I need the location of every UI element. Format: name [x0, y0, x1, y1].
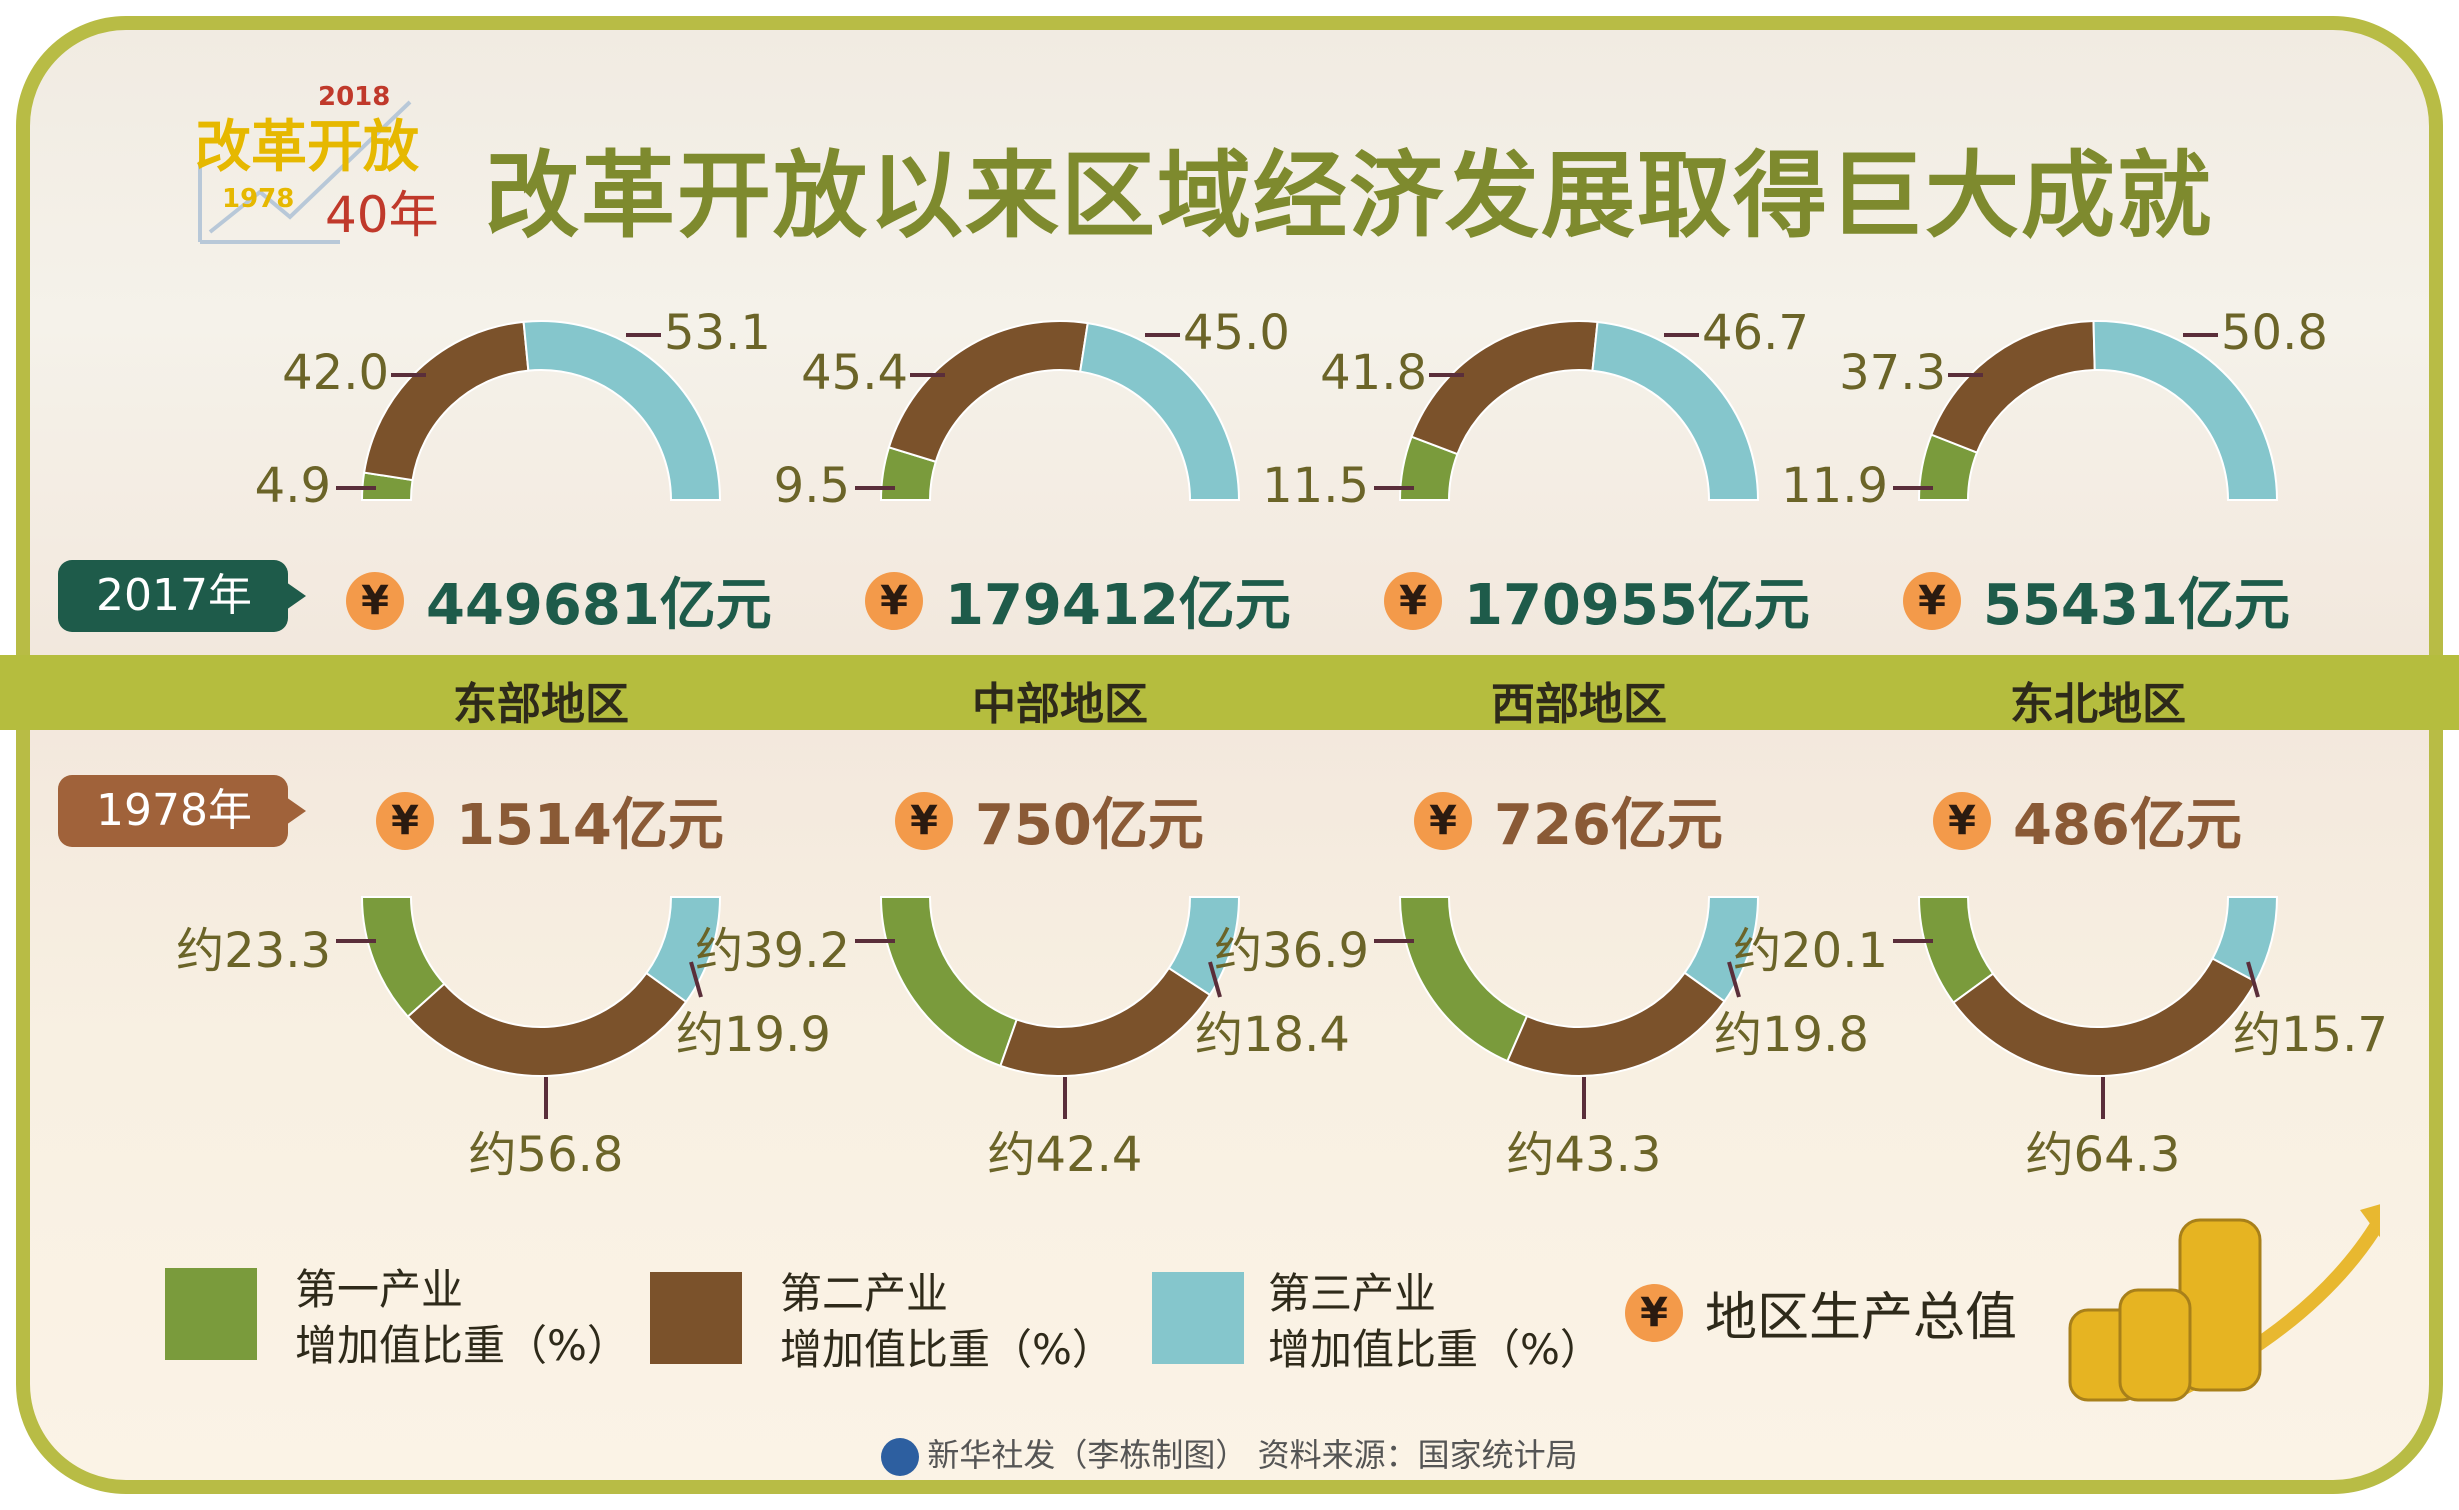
data-label: 约42.4: [987, 1127, 1143, 1183]
legend-label: 地区生产总值: [1705, 1288, 2018, 1348]
region-name: 中部地区: [972, 679, 1148, 730]
legend-swatch-primary: [165, 1268, 257, 1360]
arc-1978-tertiary: [1683, 896, 1760, 1003]
xinhua-logo-icon: [881, 1438, 920, 1476]
yuan-icon: ¥: [895, 791, 953, 850]
arc-2017-secondary: [1410, 320, 1599, 456]
arc-2017-tertiary: [1079, 322, 1241, 501]
data-label: 45.0: [1183, 305, 1290, 361]
legend-label: 增加值比重（%）: [780, 1325, 1114, 1374]
gdp-value-2017: ¥179412亿元: [865, 560, 1291, 641]
data-label: 50.8: [2221, 305, 2328, 361]
region-name: 西部地区: [1491, 679, 1667, 730]
data-label: 41.8: [1320, 345, 1427, 401]
yuan-icon: ¥: [865, 571, 923, 630]
data-label: 约64.3: [2025, 1127, 2181, 1183]
arc-2017-secondary: [887, 320, 1089, 463]
data-label: 约18.4: [1195, 1007, 1350, 1063]
legend-label: 第一产业: [295, 1265, 464, 1314]
gdp-amount: 486亿元: [2013, 793, 2242, 858]
infographic-frame: 改革开放 2018 1978 40年 改革开放以来区域经济发展取得巨大成就: [16, 16, 2443, 1494]
gdp-amount: 750亿元: [975, 793, 1204, 858]
data-label: 37.3: [1839, 345, 1946, 401]
data-label: 53.1: [664, 305, 771, 361]
gdp-amount: 179412亿元: [945, 573, 1291, 638]
year-badge-1978: 1978年: [58, 775, 306, 847]
yuan-icon: ¥: [376, 791, 434, 850]
data-label: 约23.3: [176, 923, 331, 979]
region-band: [0, 655, 2459, 730]
arc-1978-tertiary: [2211, 896, 2279, 984]
gold-coins-icon: [2068, 1204, 2380, 1402]
reform-40-years-logo: 改革开放 2018 1978 40年: [195, 82, 439, 244]
gdp-amount: 55431亿元: [1983, 573, 2290, 638]
leader-line: [2246, 961, 2260, 998]
gdp-value-2017: ¥449681亿元: [346, 560, 772, 641]
source-credit: 新华社发（李栋制图） 资料来源：国家统计局: [927, 1436, 1578, 1474]
gdp-amount: 1514亿元: [456, 793, 724, 858]
yuan-icon: ¥: [1414, 791, 1472, 850]
year-badge-label: 2017年: [58, 560, 306, 632]
data-label: 4.9: [254, 458, 331, 514]
data-label: 45.4: [801, 345, 908, 401]
leader-line: [689, 961, 703, 998]
gdp-value-2017: ¥55431亿元: [1903, 560, 2290, 641]
arc-1978-tertiary: [1167, 896, 1241, 997]
arc-1978-tertiary: [645, 896, 722, 1004]
legend-label: 第二产业: [780, 1269, 949, 1318]
yuan-icon: ¥: [1384, 571, 1442, 630]
data-label: 46.7: [1702, 305, 1809, 361]
arc-1978-secondary: [999, 966, 1212, 1077]
data-label: 42.0: [282, 345, 389, 401]
arc-2017-secondary: [1930, 320, 2096, 454]
data-label: 约15.7: [2233, 1007, 2388, 1063]
legend-label: 第三产业: [1268, 1269, 1437, 1318]
yuan-icon: ¥: [1933, 791, 1991, 850]
gdp-value-1978: ¥750亿元: [895, 780, 1204, 861]
legend-label: 增加值比重（%）: [295, 1321, 629, 1370]
arc-1978-secondary: [406, 971, 688, 1077]
gdp-amount: 449681亿元: [426, 573, 772, 638]
arc-1978-secondary: [1952, 957, 2258, 1077]
legend-swatch-tertiary: [1152, 1272, 1244, 1364]
gdp-value-1978: ¥486亿元: [1933, 780, 2242, 861]
data-label: 约19.9: [676, 1007, 831, 1063]
data-label: 约36.9: [1214, 923, 1369, 979]
region-name: 东部地区: [453, 679, 629, 730]
gdp-value-1978: ¥726亿元: [1414, 780, 1723, 861]
data-label: 11.9: [1781, 458, 1888, 514]
data-label: 约19.8: [1714, 1007, 1869, 1063]
leader-line: [1727, 961, 1741, 998]
data-label: 约39.2: [695, 923, 850, 979]
yuan-icon: ¥: [1903, 571, 1961, 630]
arc-2017-tertiary: [522, 320, 722, 501]
region-name: 东北地区: [2010, 679, 2186, 730]
data-label: 11.5: [1262, 458, 1369, 514]
yuan-icon: ¥: [346, 571, 404, 630]
legend-swatch-secondary: [650, 1272, 742, 1364]
page-title: 改革开放以来区域经济发展取得巨大成就: [485, 142, 2214, 251]
data-label: 9.5: [773, 458, 850, 514]
yuan-icon: ¥: [1625, 1283, 1683, 1342]
arc-1978-primary: [1398, 896, 1529, 1063]
data-label: 约20.1: [1733, 923, 1888, 979]
leader-line: [1208, 961, 1222, 998]
arc-1978-secondary: [1506, 971, 1726, 1077]
legend-label: 增加值比重（%）: [1268, 1325, 1602, 1374]
gdp-amount: 170955亿元: [1464, 573, 1810, 638]
gdp-amount: 726亿元: [1494, 793, 1723, 858]
arc-1978-primary: [879, 896, 1019, 1068]
gdp-value-2017: ¥170955亿元: [1384, 560, 1810, 641]
gdp-value-1978: ¥1514亿元: [376, 780, 724, 861]
arc-2017-tertiary: [1591, 320, 1760, 501]
data-label: 约56.8: [468, 1127, 624, 1183]
arc-2017-tertiary: [2092, 320, 2279, 501]
data-label: 约43.3: [1506, 1127, 1662, 1183]
